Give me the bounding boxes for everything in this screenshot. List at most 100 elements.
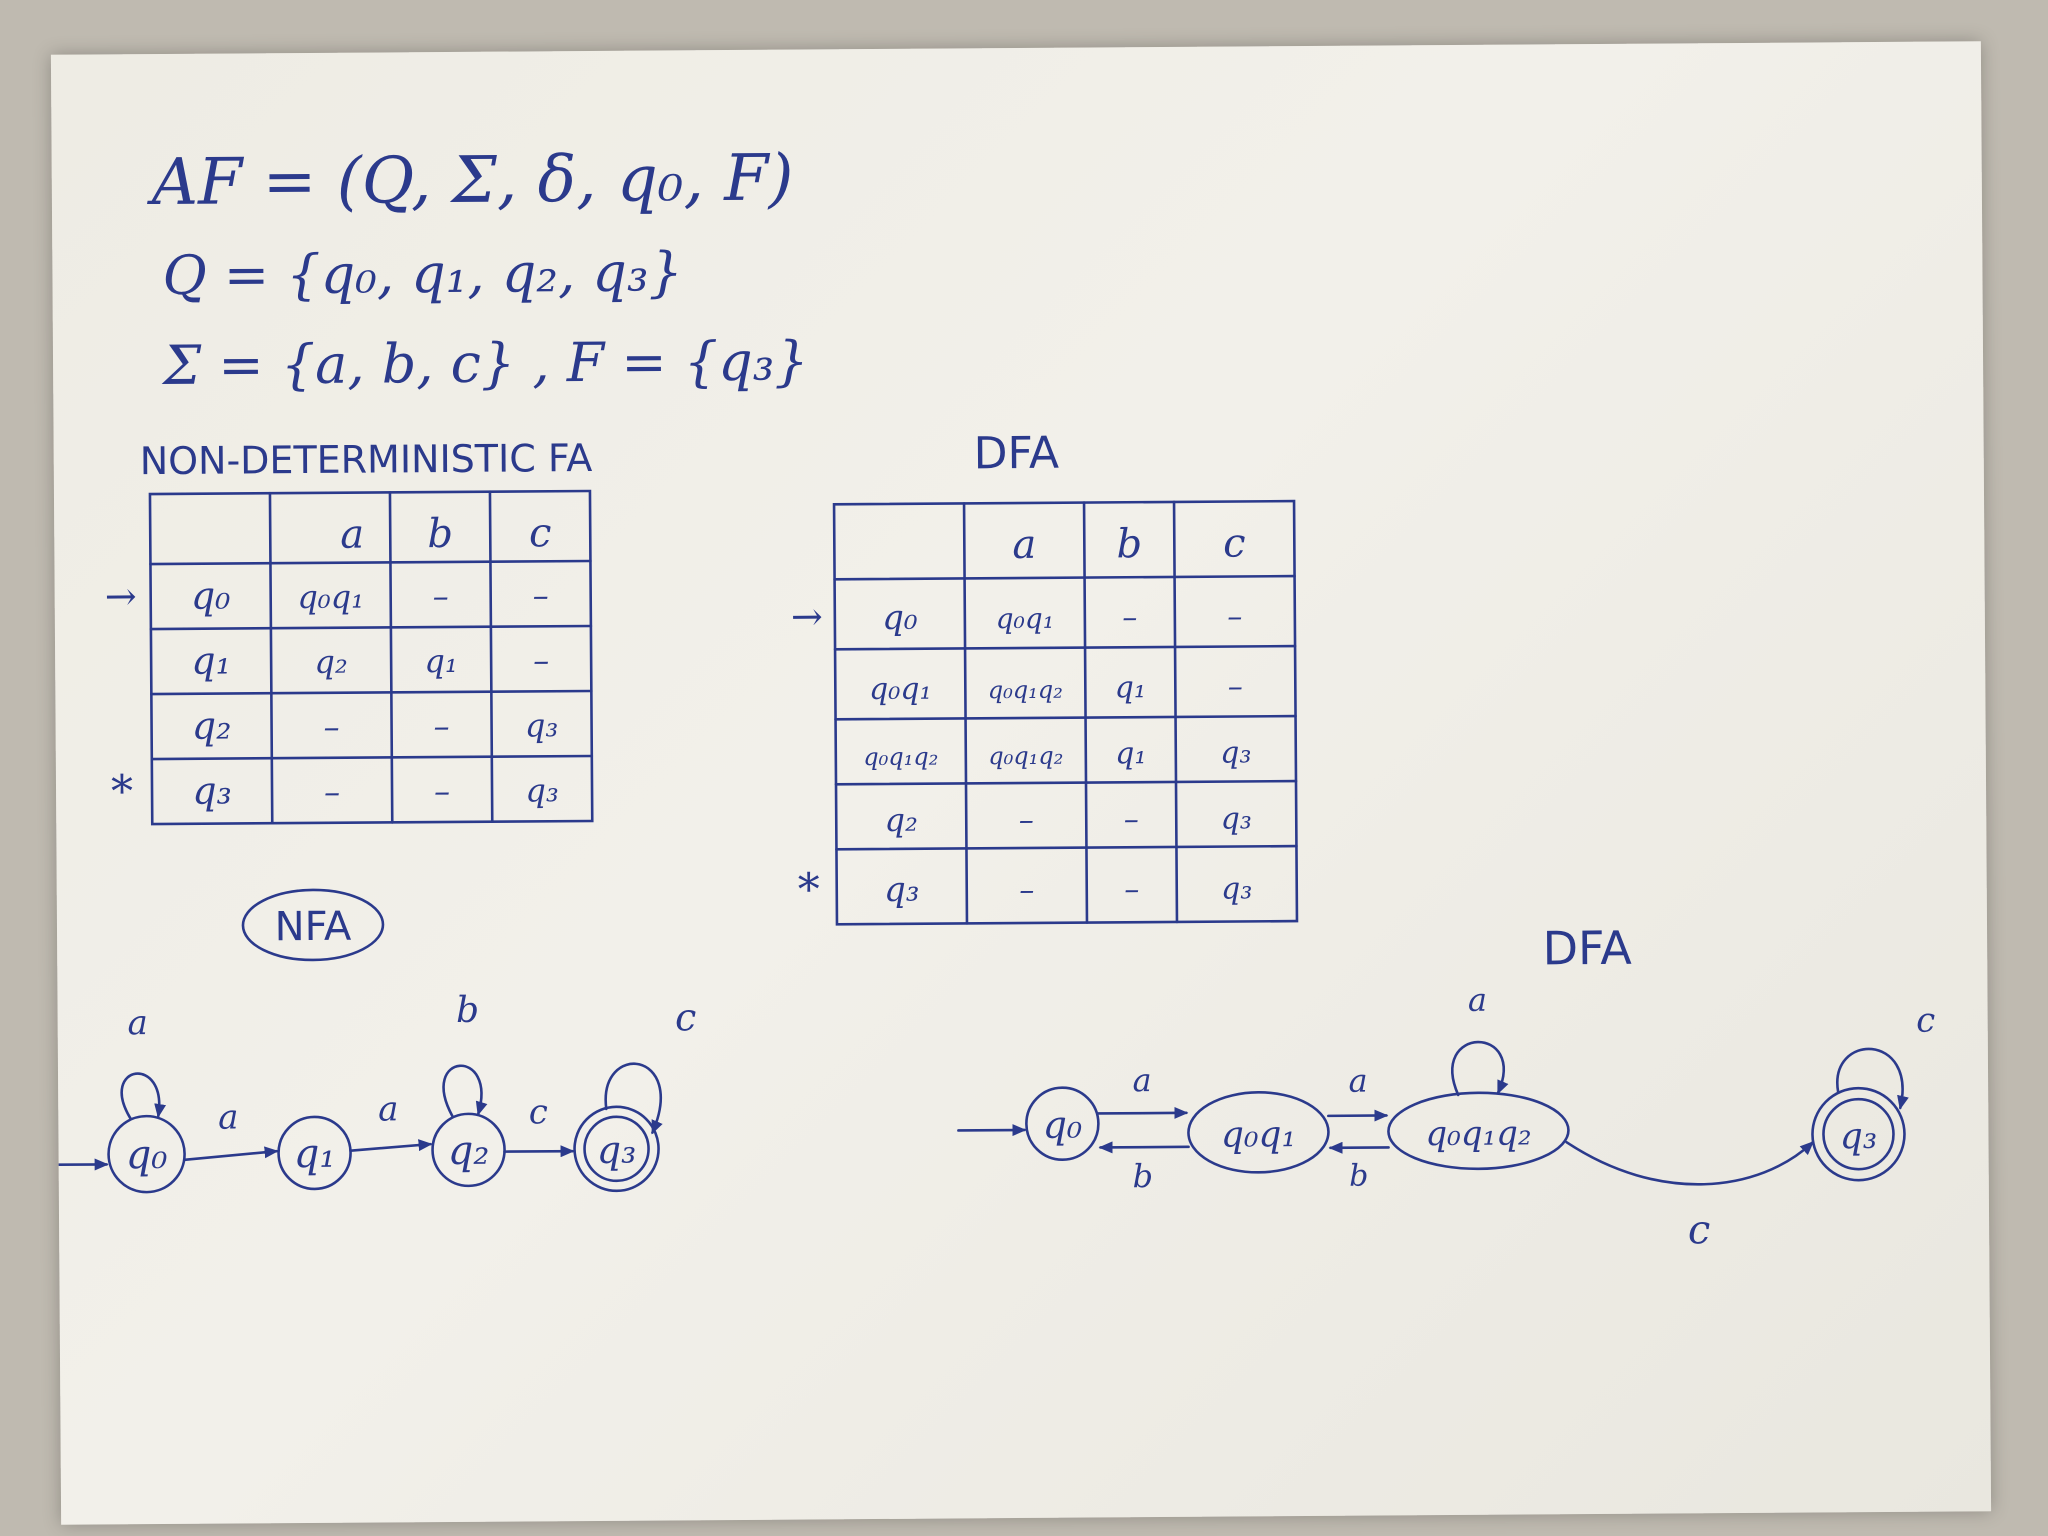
dfa-loop-q0q1q2: [1451, 1040, 1509, 1097]
dfa-loop-q3: [1836, 1047, 1909, 1110]
nfa-table-title: NON-DETERMINISTIC FA: [140, 436, 593, 483]
nfa-table-rule: [388, 491, 394, 824]
nfa-row-state: q₂: [192, 704, 232, 748]
dfa-state-label: q₀q₁q₂: [1425, 1113, 1531, 1154]
dfa-table-rule: [834, 779, 1298, 786]
nfa-cell: –: [533, 641, 549, 679]
dfa-edge-label: c: [1916, 1001, 1935, 1041]
dfa-cell: q₀q₁q₂: [988, 742, 1063, 771]
nfa-table-rule: [149, 559, 592, 566]
nfa-loop-q2: [442, 1064, 488, 1118]
dfa-cell: q₀q₁: [996, 602, 1055, 635]
dfa-table-title: DFA: [974, 428, 1060, 480]
nfa-state-label: q₂: [448, 1128, 490, 1174]
dfa-cell: –: [1227, 599, 1242, 634]
nfa-table-rule: [268, 491, 274, 825]
dfa-cell: –: [1124, 802, 1139, 837]
dfa-cell: q₃: [1220, 735, 1251, 770]
nfa-cell: –: [433, 577, 449, 615]
dfa-state-q0q1q2: [1387, 1091, 1570, 1171]
nfa-loop-q0: [120, 1072, 167, 1120]
nfa-table-rule: [150, 754, 594, 761]
dfa-cell: –: [1228, 669, 1243, 704]
nfa-table-rule: [149, 624, 593, 631]
dfa-header-a: a: [1012, 522, 1036, 568]
dfa-state-label: q₀: [1042, 1103, 1082, 1147]
dfa-state-q0: [1025, 1086, 1100, 1162]
nfa-table-rule: [488, 490, 494, 823]
dfa-edge-label: a: [1132, 1061, 1151, 1099]
dfa-table-rule: [833, 574, 1296, 581]
nfa-row-state: q₃: [192, 769, 232, 813]
nfa-header-b: b: [427, 511, 453, 557]
nfa-edge-q0-q1: [183, 1146, 279, 1162]
dfa-state-q3-outer: [1811, 1086, 1906, 1182]
dfa-table-rule: [1082, 501, 1089, 924]
dfa-cell: –: [1124, 872, 1139, 907]
dfa-diagram-title: DFA: [1542, 921, 1632, 976]
nfa-header-a: a: [340, 512, 364, 558]
dfa-header-b: b: [1116, 521, 1142, 567]
dfa-table-rule: [1172, 500, 1179, 924]
dfa-cell: q₁: [1115, 736, 1146, 771]
dfa-transition-table: a b c → q₀ q₀q₁ – – q₀q₁ q₀q₁q₂ q₁ – q₀q…: [791, 499, 1299, 926]
dfa-table-rule: [962, 502, 969, 925]
dfa-table-border: [832, 499, 1299, 926]
dfa-cell: q₃: [1221, 871, 1252, 906]
dfa-edge-label: b: [1132, 1157, 1153, 1195]
nfa-title-oval: [241, 888, 385, 962]
nfa-edge-label: b: [456, 990, 479, 1031]
dfa-edge-label: c: [1688, 1207, 1711, 1253]
nfa-edge-label: c: [529, 1092, 548, 1132]
nfa-state-diagram: NFA q₀ q₁ q₂ q₃ a a c a b c: [49, 888, 696, 1194]
dfa-cell: q₀q₁q₂: [988, 676, 1063, 705]
nfa-state-label: q₁: [294, 1131, 336, 1177]
dfa-edge-q0q1-q0: [1098, 1141, 1190, 1154]
nfa-edge-q1-q2: [349, 1139, 433, 1152]
dfa-cell: q₃: [1221, 801, 1252, 836]
nfa-cell: –: [324, 773, 340, 811]
dfa-header-c: c: [1223, 520, 1246, 566]
definition-line-2: Q = {q₀, q₁, q₂, q₃}: [162, 240, 683, 307]
nfa-edge-label: a: [218, 1097, 239, 1137]
dfa-cell: –: [1019, 873, 1034, 908]
nfa-cell: q₀q₁: [297, 578, 364, 616]
nfa-table-border: [148, 489, 594, 826]
dfa-row-state: q₂: [884, 801, 918, 839]
nfa-cell: q₁: [424, 642, 458, 680]
dfa-cell: –: [1122, 600, 1137, 635]
nfa-state-q2: [431, 1112, 506, 1188]
nfa-header-c: c: [529, 510, 552, 556]
nfa-table-rule: [150, 689, 593, 696]
nfa-loop-q3: [604, 1062, 663, 1135]
nfa-cell: –: [433, 707, 449, 745]
dfa-row-state: q₀q₁q₂: [863, 743, 938, 772]
definition-line-3: Σ = {a, b, c} , F = {q₃}: [161, 329, 809, 397]
dfa-state-label: q₃: [1840, 1116, 1878, 1157]
nfa-edge-label: a: [127, 1003, 148, 1043]
dfa-state-q3-inner: [1822, 1097, 1895, 1171]
paper-sheet: AF = (Q, Σ, δ, q₀, F) Q = {q₀, q₁, q₂, q…: [49, 41, 1992, 1525]
dfa-edge-label: a: [1348, 1062, 1367, 1100]
nfa-edge-label: a: [378, 1089, 399, 1129]
dfa-cell: q₁: [1115, 670, 1146, 705]
dfa-state-label: q₀q₁: [1221, 1114, 1296, 1156]
nfa-diagram-title: NFA: [275, 904, 353, 951]
dfa-table-rule: [835, 844, 1298, 851]
dfa-edge-q0q1q2-q3: [1565, 1140, 1814, 1186]
nfa-row-marker: *: [111, 766, 133, 817]
nfa-cell: q₂: [314, 643, 348, 681]
dfa-edge-q0-q0q1: [1097, 1106, 1189, 1119]
dfa-edge-label: a: [1468, 981, 1487, 1019]
dfa-state-diagram: DFA q₀ q₀q₁ q₀q₁q₂ q₃ a b a b a c c: [957, 921, 1935, 1253]
nfa-cell: q₃: [525, 706, 559, 744]
nfa-row-marker: →: [105, 574, 137, 618]
dfa-row-state: q₀q₁: [869, 672, 932, 707]
dfa-row-marker: →: [791, 594, 823, 638]
nfa-state-label: q₃: [597, 1128, 637, 1172]
nfa-row-state: q₀: [191, 574, 231, 618]
nfa-cell: –: [434, 772, 450, 810]
dfa-table-rule: [833, 644, 1297, 651]
dfa-row-state: q₀: [882, 598, 918, 638]
handwritten-notes: AF = (Q, Σ, δ, q₀, F) Q = {q₀, q₁, q₂, q…: [49, 142, 1935, 1253]
